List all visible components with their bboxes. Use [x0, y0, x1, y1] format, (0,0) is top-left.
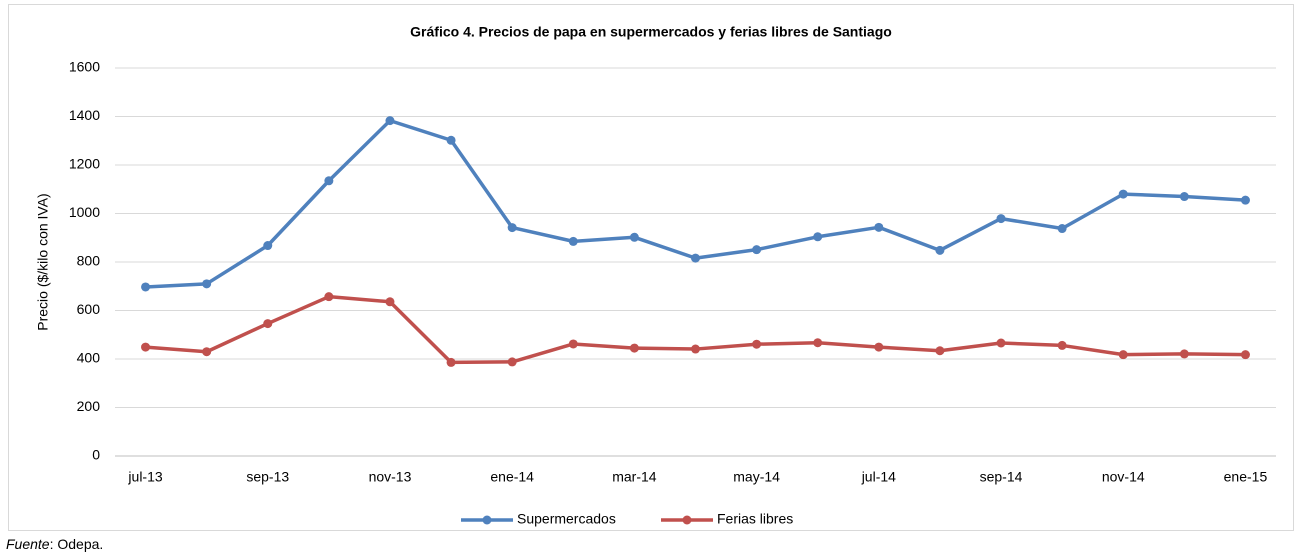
data-point: [691, 344, 700, 354]
data-point: [385, 116, 395, 126]
data-point: [813, 232, 823, 242]
x-tick-label: ene-15: [1224, 469, 1268, 485]
data-point: [1240, 195, 1250, 205]
data-point: [202, 279, 212, 289]
data-point: [813, 338, 823, 348]
legend-label: Ferias libres: [717, 511, 793, 527]
data-point: [629, 343, 639, 353]
y-tick-label: 200: [77, 398, 101, 414]
x-tick-label: sep-13: [246, 469, 289, 485]
x-tick-label: jul-13: [127, 469, 162, 485]
y-tick-label: 0: [92, 447, 100, 463]
chart-frame: [8, 4, 1294, 531]
x-tick-label: may-14: [733, 469, 780, 485]
data-point: [1057, 340, 1067, 350]
data-point: [263, 241, 273, 251]
source: Fuente: Odepa.: [6, 536, 103, 552]
data-point: [1118, 350, 1128, 360]
x-tick-label: nov-14: [1102, 469, 1145, 485]
data-point: [507, 223, 517, 233]
data-point: [446, 357, 456, 367]
y-tick-label: 600: [77, 301, 101, 317]
data-point: [629, 232, 639, 242]
y-tick-label: 1000: [69, 204, 100, 220]
source-label: Fuente: [6, 536, 50, 552]
data-point: [324, 292, 334, 302]
y-tick-label: 1200: [69, 156, 100, 172]
data-point: [996, 338, 1006, 348]
legend-label: Supermercados: [517, 511, 616, 527]
data-point: [263, 319, 273, 329]
data-point: [324, 176, 334, 186]
source-text: : Odepa.: [50, 536, 104, 552]
data-point: [1057, 224, 1067, 234]
data-point: [385, 297, 395, 307]
data-point: [996, 214, 1006, 224]
chart-title: Gráfico 4. Precios de papa en supermerca…: [410, 24, 892, 40]
y-tick-label: 1600: [69, 59, 100, 75]
data-point: [141, 282, 151, 292]
data-point: [752, 245, 762, 255]
data-point: [202, 347, 212, 357]
legend-marker: [682, 515, 692, 525]
data-point: [1118, 189, 1128, 199]
data-point: [507, 357, 517, 367]
data-point: [935, 346, 945, 356]
data-point: [752, 339, 762, 349]
x-tick-label: nov-13: [369, 469, 412, 485]
y-tick-label: 400: [77, 350, 101, 366]
y-tick-label: 1400: [69, 107, 100, 123]
data-point: [568, 339, 578, 349]
y-tick-label: 800: [77, 253, 101, 269]
data-point: [141, 342, 151, 352]
data-point: [1240, 350, 1250, 360]
data-point: [935, 245, 945, 255]
y-axis-label: Precio ($/kilo con IVA): [35, 193, 51, 330]
data-point: [568, 236, 578, 246]
data-point: [1179, 349, 1189, 359]
data-point: [691, 253, 700, 263]
x-tick-label: jul-14: [861, 469, 896, 485]
x-tick-label: ene-14: [490, 469, 534, 485]
data-point: [874, 342, 884, 352]
x-tick-label: sep-14: [980, 469, 1023, 485]
data-point: [874, 222, 884, 232]
data-point: [1179, 192, 1189, 202]
x-tick-label: mar-14: [612, 469, 657, 485]
legend-marker: [482, 515, 492, 525]
data-point: [446, 135, 456, 145]
